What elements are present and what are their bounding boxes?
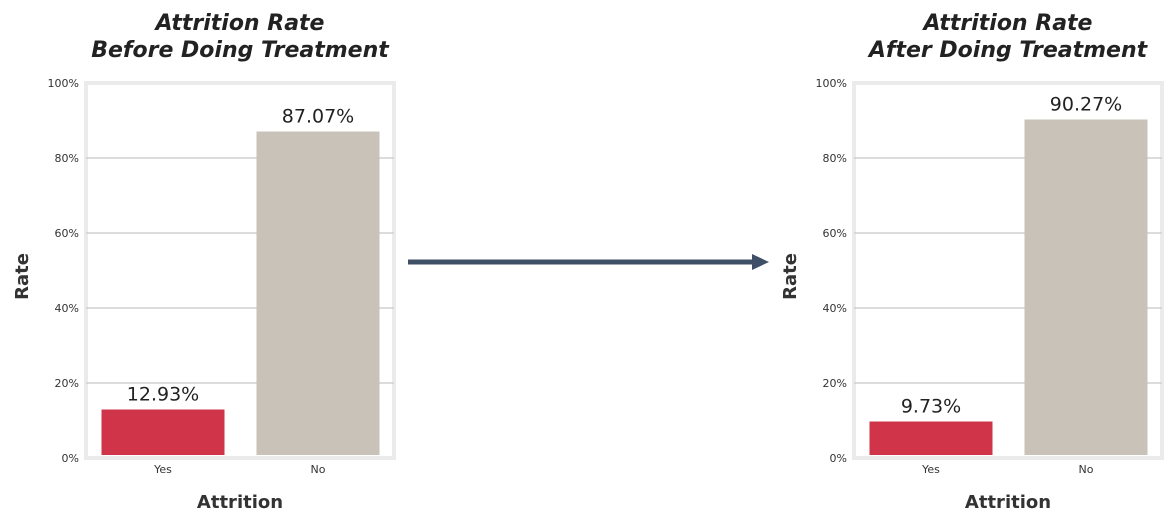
data-label: 9.73% — [901, 396, 961, 418]
y-tick-label: 80% — [55, 152, 79, 165]
y-tick-label: 0% — [62, 452, 79, 465]
x-tick-label: No — [311, 463, 326, 476]
chart-title-line: Before Doing Treatment — [91, 38, 390, 63]
y-tick-label: 100% — [816, 77, 847, 90]
y-tick-label: 60% — [823, 227, 847, 240]
data-label: 87.07% — [282, 105, 354, 127]
y-tick-label: 40% — [823, 302, 847, 315]
data-label: 12.93% — [127, 384, 199, 406]
bar-yes — [869, 421, 993, 455]
y-tick-label: 80% — [823, 152, 847, 165]
y-tick-label: 60% — [55, 227, 79, 240]
x-tick-label: Yes — [153, 463, 172, 476]
transition-arrow-head-icon — [752, 254, 769, 270]
x-axis-label: Attrition — [197, 492, 283, 513]
y-tick-label: 100% — [48, 77, 79, 90]
bar-no — [1024, 119, 1148, 456]
x-tick-label: Yes — [921, 463, 940, 476]
x-tick-label: No — [1079, 463, 1094, 476]
y-tick-label: 20% — [55, 377, 79, 390]
chart-title-line: Attrition Rate — [154, 11, 325, 36]
y-tick-label: 40% — [55, 302, 79, 315]
y-axis-label: Rate — [780, 253, 801, 300]
bar-yes — [101, 409, 225, 455]
data-label: 90.27% — [1050, 93, 1122, 115]
chart-title-line: Attrition Rate — [922, 11, 1093, 36]
y-tick-label: 0% — [830, 452, 847, 465]
y-tick-label: 20% — [823, 377, 847, 390]
chart-title-line: After Doing Treatment — [867, 38, 1149, 63]
bar-no — [256, 131, 380, 456]
y-axis-label: Rate — [12, 253, 33, 300]
x-axis-label: Attrition — [965, 492, 1051, 513]
